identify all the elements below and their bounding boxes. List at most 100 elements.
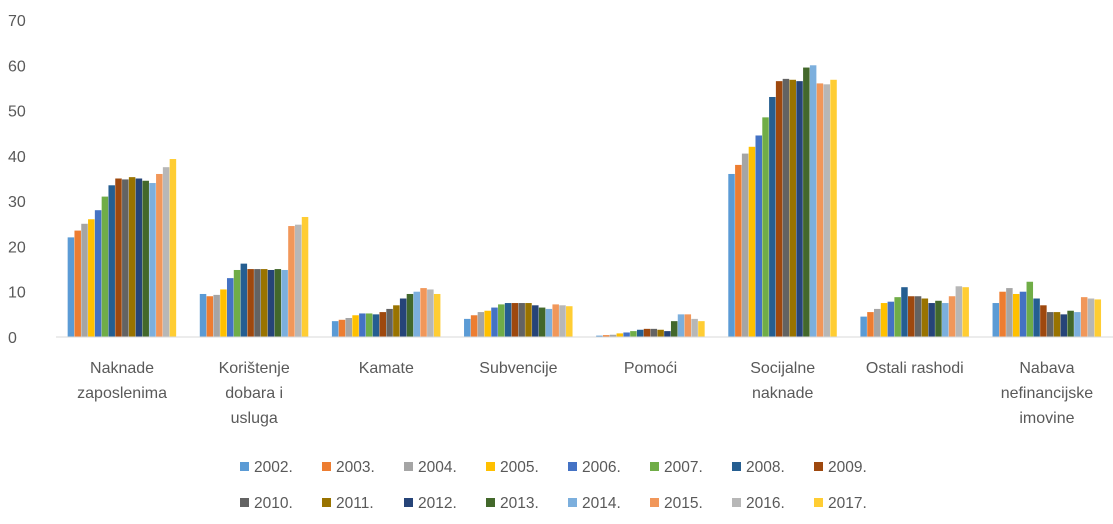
bar: [1019, 291, 1027, 337]
legend-label: 2008.: [746, 459, 785, 476]
bar: [1094, 299, 1102, 337]
bar: [372, 314, 380, 337]
bar: [830, 79, 837, 337]
bar: [796, 81, 803, 337]
legend-label: 2002.: [254, 459, 293, 476]
bar: [260, 269, 268, 337]
bar: [115, 178, 122, 337]
y-axis: 0 10 20 30 40 50 60 70: [8, 13, 26, 347]
bar: [942, 303, 949, 337]
bar: [433, 293, 441, 337]
bar: [1006, 288, 1013, 337]
bar: [664, 331, 671, 337]
y-tick-label: 20: [8, 239, 26, 256]
bar: [288, 226, 295, 337]
bar: [691, 318, 698, 337]
bar: [142, 180, 149, 337]
legend-label: 2007.: [664, 459, 703, 476]
bar: [921, 298, 929, 337]
bar: [948, 296, 956, 337]
legend-swatch: [404, 498, 413, 507]
legend-label: 2006.: [582, 459, 621, 476]
bar: [602, 335, 610, 337]
bar: [220, 289, 227, 337]
x-tick-label: zaposlenima: [77, 385, 167, 402]
x-tick-label: dobara i: [225, 385, 283, 402]
bar: [755, 135, 762, 337]
bar: [1012, 293, 1020, 337]
bar: [233, 269, 241, 337]
bar: [399, 298, 407, 337]
legend-swatch: [486, 462, 495, 471]
bar: [566, 306, 573, 337]
y-tick-label: 50: [8, 104, 26, 121]
bar: [470, 315, 478, 337]
bar: [643, 328, 651, 337]
bar: [213, 294, 220, 337]
bar: [816, 83, 824, 338]
legend-label: 2017.: [828, 495, 867, 512]
bar: [1033, 298, 1040, 337]
bar: [860, 316, 867, 337]
bar: [901, 287, 908, 337]
x-tick-label: usluga: [231, 410, 278, 427]
x-tick-label: Naknade: [90, 360, 154, 377]
legend-swatch: [322, 498, 331, 507]
bar: [338, 319, 346, 337]
bar: [775, 81, 783, 337]
bar: [616, 333, 624, 337]
bar: [94, 210, 102, 337]
legend-swatch: [568, 462, 577, 471]
bar: [135, 178, 143, 337]
x-tick-label: Korištenje: [219, 360, 290, 377]
legend-label: 2003.: [336, 459, 375, 476]
bar: [962, 287, 969, 337]
legend-label: 2015.: [664, 495, 703, 512]
bar: [1067, 310, 1074, 337]
bar: [365, 313, 373, 337]
legend-swatch: [732, 498, 741, 507]
bar: [552, 304, 559, 337]
bar: [992, 303, 1000, 337]
bar: [545, 308, 553, 337]
y-tick-label: 60: [8, 58, 26, 75]
legend-swatch: [486, 498, 495, 507]
bar: [809, 65, 817, 337]
legend-swatch: [240, 462, 249, 471]
bar: [247, 269, 254, 337]
bar: [789, 79, 796, 337]
bar: [623, 332, 630, 337]
bar: [199, 293, 207, 337]
bar: [206, 296, 214, 337]
bar: [538, 307, 546, 337]
legend-swatch: [732, 462, 741, 471]
bar: [935, 300, 942, 337]
y-tick-label: 10: [8, 285, 26, 302]
bar: [122, 179, 129, 337]
bar: [504, 303, 512, 337]
bar: [928, 303, 935, 337]
bar: [636, 329, 644, 337]
bar: [101, 196, 109, 337]
bar: [684, 314, 692, 337]
bar: [74, 230, 81, 337]
bar: [420, 288, 427, 337]
bar: [596, 335, 603, 337]
bar: [650, 328, 658, 337]
x-tick-label: Nabava: [1019, 360, 1074, 377]
legend-label: 2011.: [336, 495, 374, 512]
bar: [274, 269, 282, 337]
bar: [511, 303, 519, 337]
bar: [498, 304, 505, 337]
legend-label: 2013.: [500, 495, 539, 512]
bar: [1080, 297, 1088, 337]
bar: [379, 312, 387, 337]
x-tick-label: Subvencije: [479, 360, 557, 377]
bar: [81, 223, 88, 337]
bar: [331, 321, 339, 337]
bar: [1053, 312, 1061, 337]
bar: [894, 297, 901, 337]
bar: [908, 296, 915, 337]
x-tick-label: Pomoći: [624, 360, 677, 377]
